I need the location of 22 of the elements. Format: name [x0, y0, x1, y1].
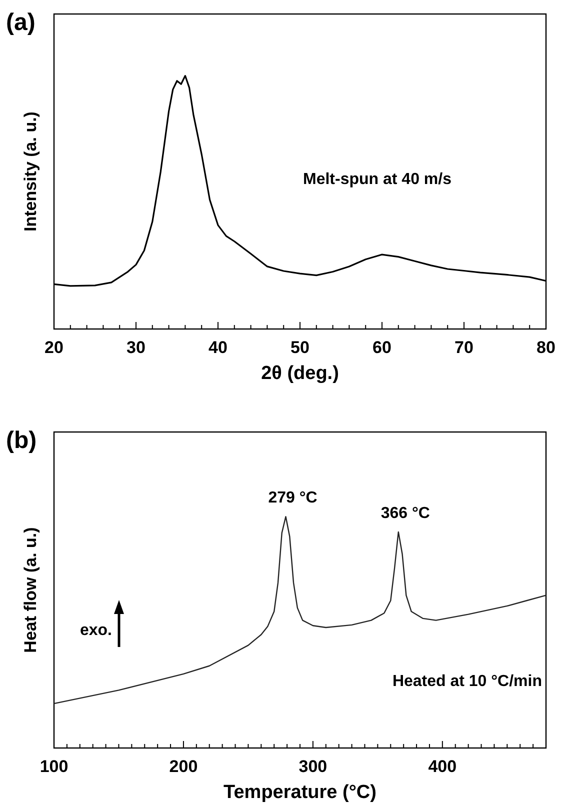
x-tick-label: 80 — [536, 338, 556, 357]
annotation: Melt-spun at 40 m/s — [303, 171, 452, 188]
x-tick-label: 30 — [126, 338, 146, 357]
annotation: 366 °C — [380, 504, 430, 522]
x-tick-label: 60 — [372, 338, 392, 357]
x-tick-label: 200 — [169, 757, 198, 776]
annotation: 279 °C — [268, 490, 318, 507]
x-tick-label: 400 — [428, 757, 457, 776]
x-tick-label: 50 — [290, 338, 310, 357]
y-axis-title: Heat flow (a. u.) — [21, 527, 40, 653]
y-axis-title: Intensity (a. u.) — [21, 112, 40, 232]
x-tick-label: 40 — [208, 338, 228, 357]
x-tick-label: 100 — [40, 757, 68, 776]
x-axis-title: Temperature (°C) — [224, 782, 376, 803]
x-tick-label: 70 — [454, 338, 474, 357]
annotation: Heated at 10 °C/min — [392, 673, 542, 690]
chart-title: (a) — [6, 9, 36, 36]
annotation: exo. — [80, 622, 112, 639]
x-axis-title: 2θ (deg.) — [261, 363, 339, 384]
x-tick-label: 300 — [298, 757, 328, 776]
chart-title: (b) — [6, 427, 37, 454]
x-tick-label: 20 — [44, 338, 64, 357]
